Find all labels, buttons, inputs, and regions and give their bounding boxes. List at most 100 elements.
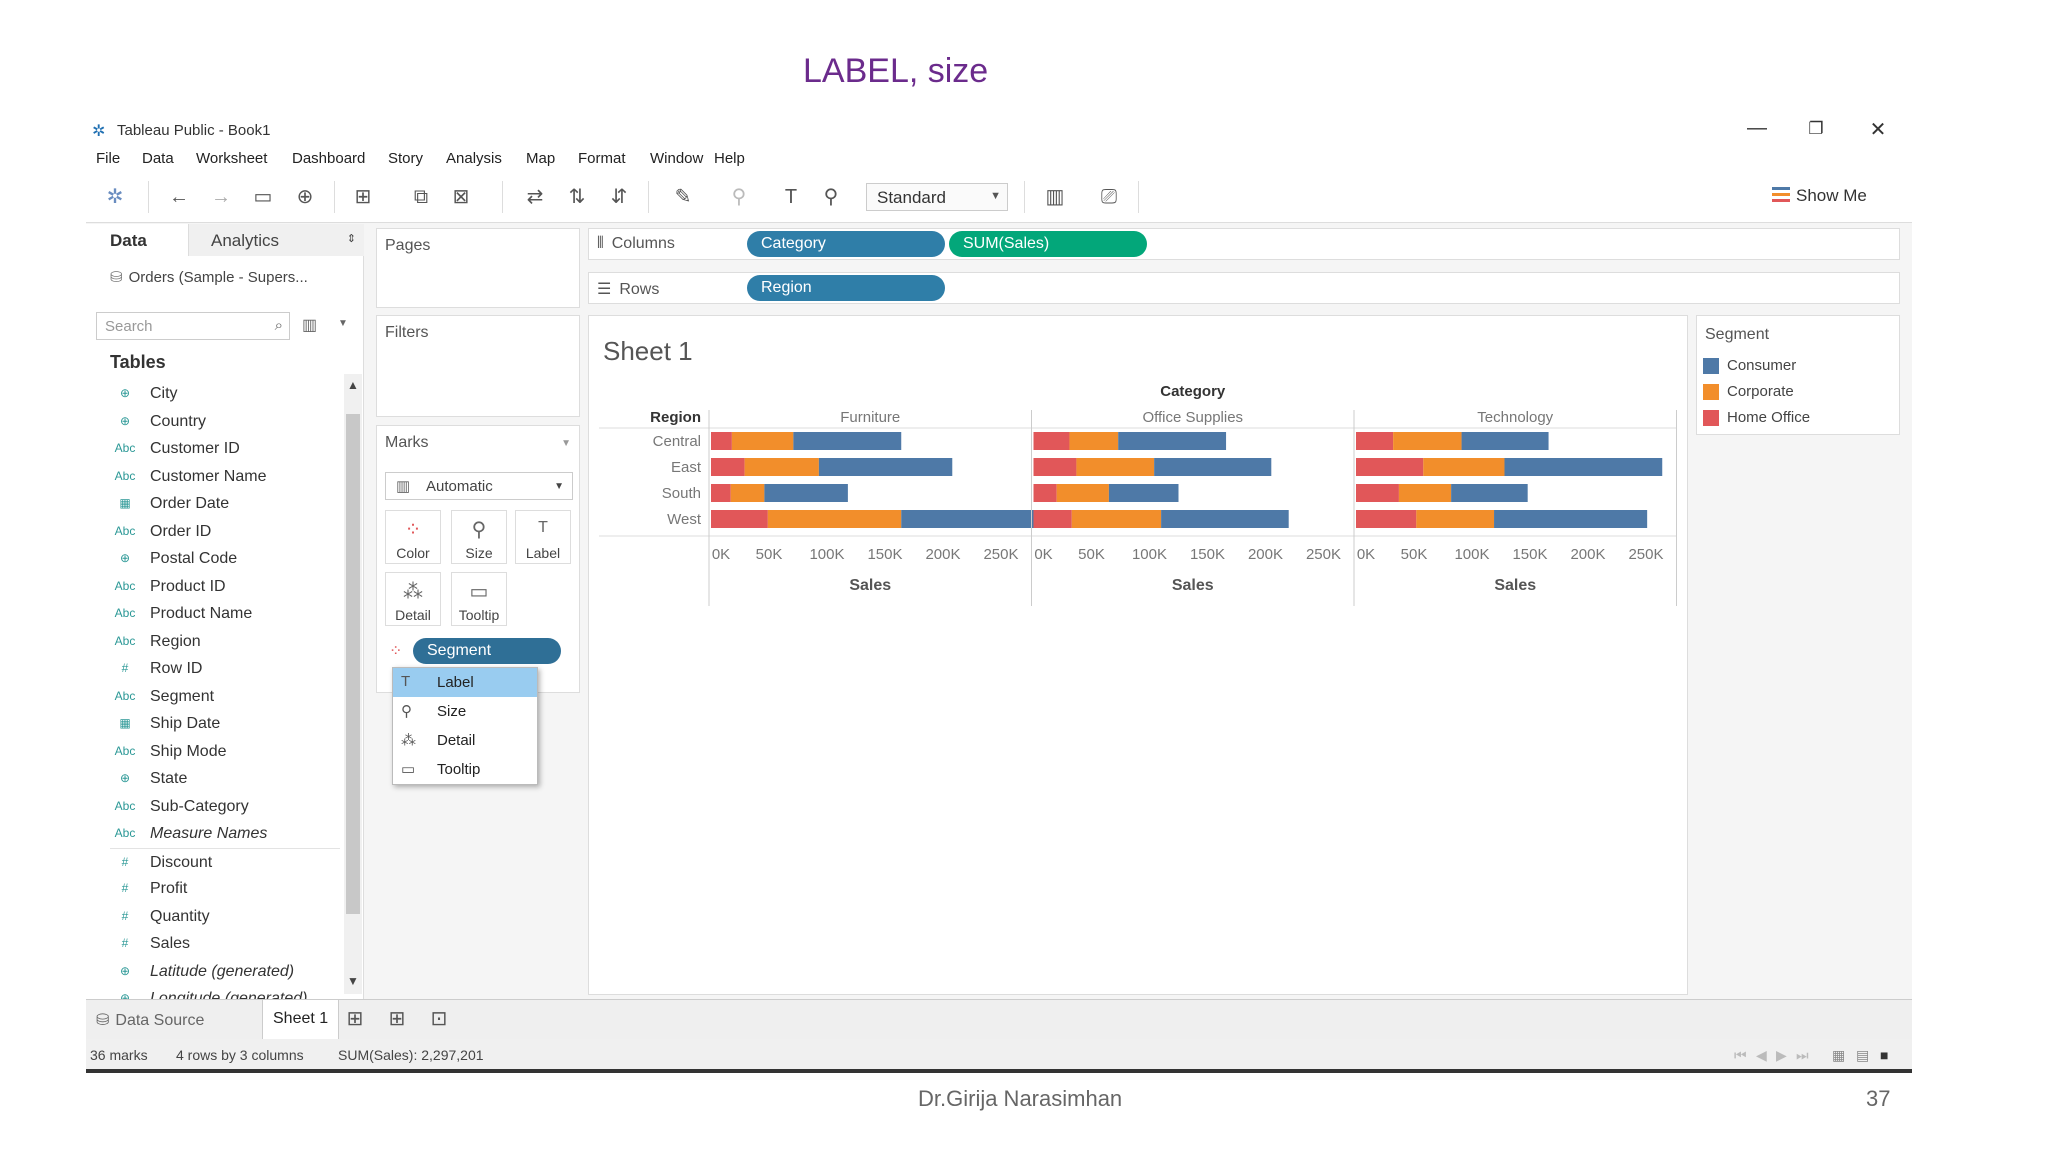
scroll-up-icon[interactable]: ▲ [347, 378, 359, 392]
pin-axes-icon[interactable]: ⚲ [823, 186, 839, 208]
field-item[interactable]: Abc Order ID [110, 518, 340, 546]
field-item[interactable]: ▦ Order Date [110, 490, 340, 518]
tab-data-source[interactable]: ⛁ Data Source [86, 1000, 256, 1040]
legend-item[interactable]: Home Office [1703, 408, 1810, 428]
field-item[interactable]: Abc Customer ID [110, 435, 340, 463]
field-item[interactable]: # Profit [110, 875, 340, 903]
chevron-down-icon[interactable]: ▼ [338, 318, 348, 329]
close-icon[interactable]: ✕ [1869, 119, 1887, 141]
duplicate-sheet-icon[interactable]: ⧉ [413, 186, 429, 208]
field-item[interactable]: ⊕ Country [110, 408, 340, 436]
show-cards-icon[interactable]: ▥ [1045, 186, 1065, 208]
sum-sales-pill[interactable]: SUM(Sales) [949, 231, 1147, 257]
field-item[interactable]: # Row ID [110, 655, 340, 683]
rows-shelf[interactable]: ☰ Rows Region [588, 272, 1900, 304]
mark-type-select[interactable]: ▥ Automatic ▼ [385, 472, 573, 500]
last-page-icon[interactable]: ⏭ [1796, 1047, 1809, 1063]
first-page-icon[interactable]: ⏮ [1734, 1047, 1747, 1063]
next-page-icon[interactable]: ▶ [1776, 1047, 1787, 1063]
show-mark-labels-icon[interactable]: T [784, 186, 798, 208]
menu-format[interactable]: Format [578, 150, 626, 167]
menu-file[interactable]: File [96, 150, 121, 167]
field-item[interactable]: ⊕ Latitude (generated) [110, 958, 340, 986]
pages-card[interactable]: Pages [376, 228, 580, 308]
field-item[interactable]: Abc Region [110, 628, 340, 656]
field-item[interactable]: Abc Ship Mode [110, 738, 340, 766]
redo-icon[interactable]: → [211, 186, 231, 208]
menu-worksheet[interactable]: Worksheet [196, 150, 268, 167]
new-datasource-icon[interactable]: ⊕ [296, 186, 314, 208]
size-button[interactable]: ⚲ Size [451, 510, 507, 564]
menu-map[interactable]: Map [526, 150, 556, 167]
save-icon[interactable]: ▭ [253, 186, 273, 208]
dropdown-item-size[interactable]: ⚲ Size [393, 697, 537, 726]
presentation-mode-icon[interactable]: ⎚ [1101, 186, 1117, 208]
field-item[interactable]: Abc Customer Name [110, 463, 340, 491]
search-input[interactable]: Search ⌕ [96, 312, 290, 340]
legend-item[interactable]: Consumer [1703, 356, 1796, 376]
menu-dashboard[interactable]: Dashboard [292, 150, 366, 167]
field-item[interactable]: # Discount [110, 847, 340, 876]
prev-page-icon[interactable]: ◀ [1756, 1047, 1767, 1063]
field-list-scrollbar[interactable]: ▲ ▼ [344, 374, 362, 994]
group-members-icon[interactable]: ⚲ [731, 186, 747, 208]
filmstrip-view-icon[interactable]: ▤ [1856, 1047, 1870, 1063]
dropdown-item-tooltip[interactable]: ▭ Tooltip [393, 755, 537, 784]
menu-data[interactable]: Data [142, 150, 174, 167]
field-item[interactable]: Abc Sub-Category [110, 793, 340, 821]
menu-window[interactable]: Window [650, 150, 704, 167]
field-item[interactable]: Abc Segment [110, 683, 340, 711]
grid-view-icon[interactable]: ▦ [1832, 1047, 1846, 1063]
legend-item[interactable]: Corporate [1703, 382, 1794, 402]
scroll-down-icon[interactable]: ▼ [347, 974, 359, 988]
view-toggle-icon[interactable]: ▥ [302, 317, 318, 334]
undo-icon[interactable]: ← [169, 186, 189, 208]
field-item[interactable]: Abc Product ID [110, 573, 340, 601]
label-button[interactable]: T Label [515, 510, 571, 564]
swap-rows-columns-icon[interactable]: ⇄ [526, 186, 544, 208]
category-pill[interactable]: Category [747, 231, 945, 257]
dropdown-item-label[interactable]: T Label [393, 668, 537, 697]
columns-shelf[interactable]: ⫴ Columns Category SUM(Sales) [588, 228, 1900, 260]
new-story-icon[interactable]: ⊡ [430, 1008, 448, 1030]
menu-help[interactable]: Help [714, 150, 745, 167]
scrollbar-thumb[interactable] [346, 414, 360, 914]
tooltip-button[interactable]: ▭ Tooltip [451, 572, 507, 626]
fit-select[interactable]: Standard ▼ [866, 183, 1008, 211]
region-pill[interactable]: Region [747, 275, 945, 301]
bar-segment [1033, 510, 1072, 528]
sort-ascending-icon[interactable]: ⇅ [568, 186, 586, 208]
field-item[interactable]: # Sales [110, 930, 340, 958]
dropdown-item-label: Size [437, 703, 467, 720]
field-item[interactable]: ⊕ Postal Code [110, 545, 340, 573]
datasource-name[interactable]: ⛁ Orders (Sample - Supers... [110, 268, 308, 286]
minimize-icon[interactable]: — [1747, 117, 1767, 139]
dropdown-item-detail[interactable]: ⁂ Detail [393, 726, 537, 755]
tableau-home-icon[interactable]: ✲ [106, 186, 124, 208]
color-button[interactable]: ⁘ Color [385, 510, 441, 564]
field-item[interactable]: # Quantity [110, 903, 340, 931]
tab-data[interactable]: Data [86, 224, 188, 256]
new-worksheet-icon[interactable]: ⊞ [346, 1008, 364, 1030]
tab-sheet-1[interactable]: Sheet 1 [262, 1000, 340, 1040]
highlight-icon[interactable]: ✎ [674, 186, 692, 208]
restore-icon[interactable]: ❐ [1808, 119, 1824, 138]
new-dashboard-icon[interactable]: ⊞ [388, 1008, 406, 1030]
new-worksheet-icon[interactable]: ⊞ [354, 186, 372, 208]
field-item[interactable]: ⊕ City [110, 380, 340, 408]
tab-analytics[interactable]: Analytics ⇕ [188, 224, 364, 256]
filters-card[interactable]: Filters [376, 315, 580, 417]
chevron-down-icon[interactable]: ▼ [561, 438, 571, 449]
field-item[interactable]: ▦ Ship Date [110, 710, 340, 738]
menu-story[interactable]: Story [388, 150, 424, 167]
field-item[interactable]: Abc Measure Names [110, 820, 340, 848]
detail-button[interactable]: ⁂ Detail [385, 572, 441, 626]
field-item[interactable]: Abc Product Name [110, 600, 340, 628]
field-item[interactable]: ⊕ State [110, 765, 340, 793]
sort-descending-icon[interactable]: ⇵ [610, 186, 628, 208]
segment-pill[interactable]: Segment [413, 638, 561, 664]
tabs-view-icon[interactable]: ■ [1880, 1047, 1889, 1063]
menu-analysis[interactable]: Analysis [446, 150, 502, 167]
show-me-button[interactable]: Show Me [1772, 186, 1867, 206]
clear-sheet-icon[interactable]: ⊠ [452, 186, 470, 208]
